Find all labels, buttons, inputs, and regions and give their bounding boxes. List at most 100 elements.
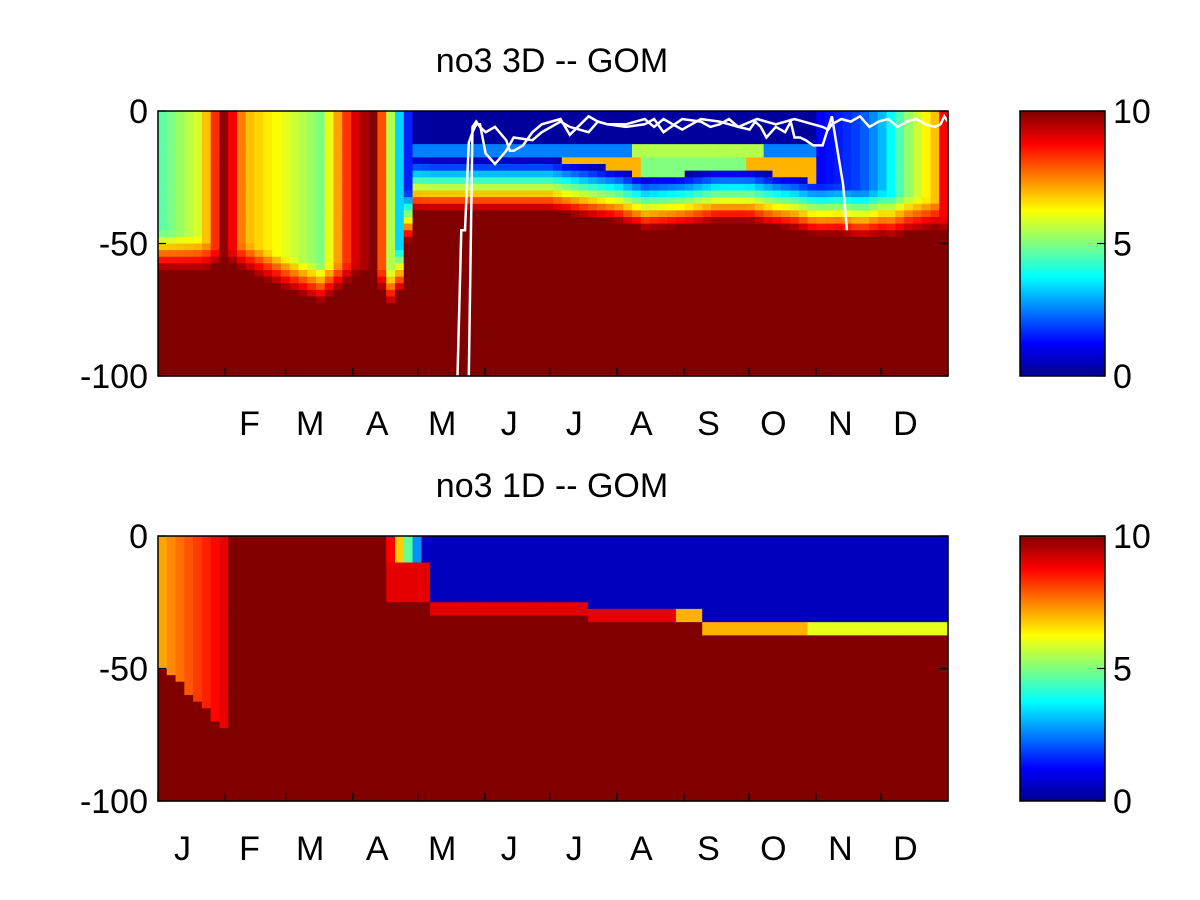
heatmap-cell xyxy=(237,223,247,231)
heatmap-cell xyxy=(333,230,343,238)
heatmap-cell xyxy=(333,323,343,331)
heatmap-cell xyxy=(877,303,888,311)
heatmap-cell xyxy=(298,728,308,736)
heatmap-cell xyxy=(386,217,396,225)
heatmap-cell xyxy=(298,263,308,271)
heatmap-cell xyxy=(605,223,616,231)
heatmap-cell xyxy=(263,668,273,676)
heatmap-cell xyxy=(263,236,273,245)
heatmap-cell xyxy=(904,150,914,158)
heatmap-cell xyxy=(333,342,343,351)
heatmap-cell xyxy=(272,144,282,152)
heatmap-cell xyxy=(570,223,580,231)
heatmap-cell xyxy=(307,349,317,357)
heatmap-cell xyxy=(544,243,554,251)
heatmap-cell xyxy=(438,170,449,178)
heatmap-cell xyxy=(482,336,493,344)
heatmap-cell xyxy=(324,675,335,683)
heatmap-cell xyxy=(377,589,387,597)
heatmap-cell xyxy=(430,157,440,165)
heatmap-cell xyxy=(272,236,282,245)
heatmap-cell xyxy=(675,130,686,139)
heatmap-cell xyxy=(430,117,440,125)
heatmap-cell xyxy=(614,296,624,304)
heatmap-cell xyxy=(395,270,405,278)
heatmap-cell xyxy=(403,595,414,603)
heatmap-cell xyxy=(175,356,185,364)
heatmap-cell xyxy=(395,144,405,152)
heatmap-cell xyxy=(272,536,282,544)
heatmap-cell xyxy=(386,137,396,145)
heatmap-cell xyxy=(579,210,589,218)
heatmap-cell xyxy=(807,124,817,132)
heatmap-cell xyxy=(307,117,317,125)
heatmap-cell xyxy=(342,668,352,676)
heatmap-cell xyxy=(702,230,712,238)
heatmap-cell xyxy=(632,111,642,119)
heatmap-cell xyxy=(412,223,422,231)
heatmap-cell xyxy=(711,270,721,278)
heatmap-cell xyxy=(860,111,870,119)
heatmap-cell xyxy=(632,329,642,337)
heatmap-cell xyxy=(465,111,475,119)
heatmap-cell xyxy=(825,362,835,370)
heatmap-cell xyxy=(614,270,624,278)
heatmap-cell xyxy=(500,117,510,125)
heatmap-cell xyxy=(289,774,300,782)
heatmap-cell xyxy=(570,183,580,192)
heatmap-cell xyxy=(579,329,589,337)
heatmap-cell xyxy=(175,362,185,370)
heatmap-cell xyxy=(588,183,598,192)
heatmap-top xyxy=(158,111,950,377)
heatmap-cell xyxy=(570,117,580,125)
heatmap-cell xyxy=(728,276,738,284)
heatmap-cell xyxy=(772,203,782,211)
heatmap-cell xyxy=(175,661,185,670)
heatmap-cell xyxy=(798,170,809,178)
heatmap-cell xyxy=(675,276,686,284)
heatmap-cell xyxy=(816,236,826,245)
heatmap-cell xyxy=(842,250,853,258)
heatmap-cell xyxy=(517,117,528,125)
heatmap-cell xyxy=(333,774,343,782)
heatmap-cell xyxy=(491,170,501,178)
heatmap-cell xyxy=(237,263,247,271)
heatmap-cell xyxy=(851,349,861,357)
heatmap-cell xyxy=(298,124,308,132)
heatmap-cell xyxy=(298,767,308,776)
heatmap-cell xyxy=(447,681,458,689)
heatmap-cell xyxy=(851,203,861,211)
heatmap-cell xyxy=(289,170,300,178)
heatmap-cell xyxy=(219,203,229,211)
heatmap-cell xyxy=(658,236,668,245)
heatmap-cell xyxy=(614,329,624,337)
heatmap-cell xyxy=(614,170,624,178)
heatmap-cell xyxy=(658,177,668,185)
heatmap-cell xyxy=(228,230,238,238)
heatmap-cell xyxy=(289,754,300,762)
heatmap-cell xyxy=(324,309,335,317)
heatmap-cell xyxy=(421,170,431,178)
heatmap-cell xyxy=(851,164,861,172)
heatmap-cell xyxy=(790,289,800,298)
heatmap-cell xyxy=(833,362,844,370)
heatmap-cell xyxy=(895,190,905,198)
heatmap-cell xyxy=(754,236,765,245)
heatmap-cell xyxy=(342,323,352,331)
heatmap-cell xyxy=(184,210,194,218)
heatmap-cell xyxy=(877,309,888,317)
heatmap-cell xyxy=(403,748,414,756)
heatmap-cell xyxy=(869,197,879,205)
heatmap-cell xyxy=(772,170,782,178)
heatmap-cell xyxy=(219,781,229,789)
heatmap-cell xyxy=(254,130,264,139)
heatmap-cell xyxy=(377,362,387,370)
heatmap-cell xyxy=(474,230,484,238)
heatmap-cell xyxy=(193,137,203,145)
heatmap-cell xyxy=(807,356,817,364)
heatmap-cell xyxy=(307,276,317,284)
heatmap-cell xyxy=(351,794,361,802)
heatmap-cell xyxy=(307,595,317,603)
heatmap-cell xyxy=(737,150,747,158)
heatmap-cell xyxy=(877,369,888,377)
